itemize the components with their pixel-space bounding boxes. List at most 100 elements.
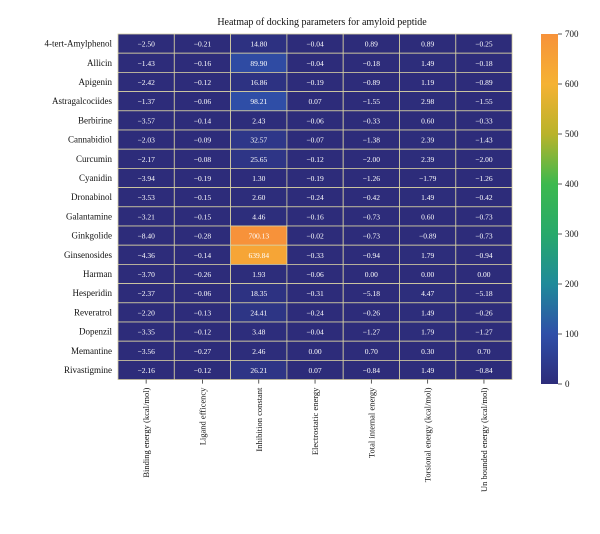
row-label: Reveratrol: [74, 307, 112, 317]
cell-value-label: 0.00: [421, 270, 434, 279]
cell-value-label: −0.27: [194, 347, 212, 356]
cell-value-label: −0.12: [194, 328, 212, 337]
cell-value-label: −0.16: [306, 212, 324, 221]
cell-value-label: −0.18: [475, 59, 493, 68]
cell-value-label: 1.30: [252, 174, 265, 183]
cell-value-label: −1.37: [137, 97, 155, 106]
cell-value-label: 32.57: [250, 136, 267, 145]
cell-value-label: −1.27: [363, 328, 381, 337]
cell-value-label: −5.18: [475, 289, 493, 298]
cell-value-label: −4.36: [137, 251, 155, 260]
cell-value-label: 16.86: [250, 78, 267, 87]
cell-value-label: −0.12: [194, 366, 212, 375]
colorbar-tick-label: 200: [565, 279, 579, 289]
column-label: Binding energy (kcal/mol): [141, 387, 151, 477]
cell-value-label: −0.31: [306, 289, 324, 298]
cell-value-label: −1.79: [419, 174, 437, 183]
colorbar-gradient: [541, 34, 558, 384]
row-label: Curcumin: [76, 154, 112, 164]
cell-value-label: −2.20: [137, 308, 155, 317]
cell-value-label: −3.70: [137, 270, 155, 279]
cell-value-label: −0.24: [306, 308, 324, 317]
cell-value-label: −2.00: [475, 155, 493, 164]
colorbar-tick-label: 300: [565, 229, 579, 239]
cell-value-label: −0.09: [194, 136, 212, 145]
cell-value-label: 14.80: [250, 40, 267, 49]
cell-value-label: −0.06: [306, 270, 324, 279]
row-label: Dronabinol: [71, 192, 112, 202]
colorbar: 0 100 200 300 400 500 600 700: [541, 29, 579, 389]
cell-value-label: −8.40: [137, 232, 155, 241]
cell-value-label: −0.18: [363, 59, 381, 68]
column-label: Torsional energy (kcal/mol): [423, 387, 433, 482]
cell-value-label: −0.25: [475, 40, 493, 49]
cell-value-label: 4.46: [252, 212, 265, 221]
cell-value-label: −3.21: [137, 212, 155, 221]
cell-value-label: 24.41: [250, 308, 267, 317]
cell-value-label: −0.84: [363, 366, 381, 375]
colorbar-tick-label: 600: [565, 79, 579, 89]
cell-value-label: −0.08: [194, 155, 212, 164]
cell-value-label: −2.50: [137, 40, 155, 49]
row-label: Harman: [83, 269, 112, 279]
cell-value-label: 1.49: [421, 308, 434, 317]
row-label: Rivastigmine: [64, 365, 112, 375]
cell-value-label: −1.38: [363, 136, 381, 145]
cell-value-label: −1.43: [137, 59, 155, 68]
cell-value-label: 0.89: [421, 40, 434, 49]
cell-value-label: 0.60: [421, 212, 434, 221]
cell-value-label: −0.12: [194, 78, 212, 87]
row-label: Hesperidin: [73, 288, 113, 298]
cell-value-label: 18.35: [250, 289, 267, 298]
cell-value-label: −2.00: [363, 155, 381, 164]
cell-value-label: 1.49: [421, 59, 434, 68]
cell-value-label: 2.98: [421, 97, 434, 106]
cell-value-label: 2.60: [252, 193, 265, 202]
cell-value-label: −0.21: [194, 40, 212, 49]
cell-value-label: −0.26: [475, 308, 493, 317]
cell-value-label: −2.17: [137, 155, 155, 164]
cell-value-label: −0.19: [194, 174, 212, 183]
cell-value-label: −1.43: [475, 136, 493, 145]
cell-value-label: −3.57: [137, 116, 155, 125]
cell-value-label: −0.73: [475, 232, 493, 241]
cell-value-label: −0.89: [475, 78, 493, 87]
row-label: Memantine: [71, 346, 112, 356]
cell-value-label: −2.03: [137, 136, 155, 145]
cell-value-label: −0.33: [363, 116, 381, 125]
cell-value-label: −0.24: [306, 193, 324, 202]
row-label: Cyanidin: [79, 173, 112, 183]
cell-value-label: −1.26: [363, 174, 381, 183]
cell-value-label: 0.60: [421, 116, 434, 125]
cell-value-label: −0.33: [306, 251, 324, 260]
cell-value-label: −1.26: [475, 174, 493, 183]
cell-value-label: 0.07: [308, 366, 321, 375]
cell-value-label: −0.19: [306, 174, 324, 183]
cell-value-label: −3.53: [137, 193, 155, 202]
cell-value-label: −3.94: [137, 174, 155, 183]
cell-value-label: −0.07: [306, 136, 324, 145]
row-label: Galantamine: [66, 211, 112, 221]
row-label: Cannabidiol: [68, 135, 112, 145]
column-labels: Binding energy (kcal/mol) Ligand efficenc…: [141, 379, 489, 492]
cell-value-label: −2.42: [137, 78, 155, 87]
cell-value-label: −3.56: [137, 347, 155, 356]
cell-value-label: 0.70: [477, 347, 490, 356]
row-label: Astragalcociides: [52, 96, 112, 106]
cell-value-label: 1.49: [421, 193, 434, 202]
row-labels: 4-tert-Amylphenol Allicin Apigenin Astragal…: [45, 39, 113, 375]
cell-value-label: 89.90: [250, 59, 267, 68]
cell-value-label: 4.47: [421, 289, 434, 298]
column-label: Total internal energy: [366, 387, 376, 458]
cell-value-label: −0.15: [194, 193, 212, 202]
cell-value-label: −0.42: [475, 193, 493, 202]
cell-value-label: 1.93: [252, 270, 265, 279]
chart-title: Heatmap of docking parameters for amyloi…: [217, 17, 427, 28]
cell-value-label: 1.49: [421, 366, 434, 375]
cell-value-label: 700.13: [248, 232, 269, 241]
cell-value-label: 0.89: [365, 40, 378, 49]
cell-value-label: 98.21: [250, 97, 267, 106]
cell-value-label: 1.19: [421, 78, 434, 87]
cell-value-label: 3.48: [252, 328, 265, 337]
